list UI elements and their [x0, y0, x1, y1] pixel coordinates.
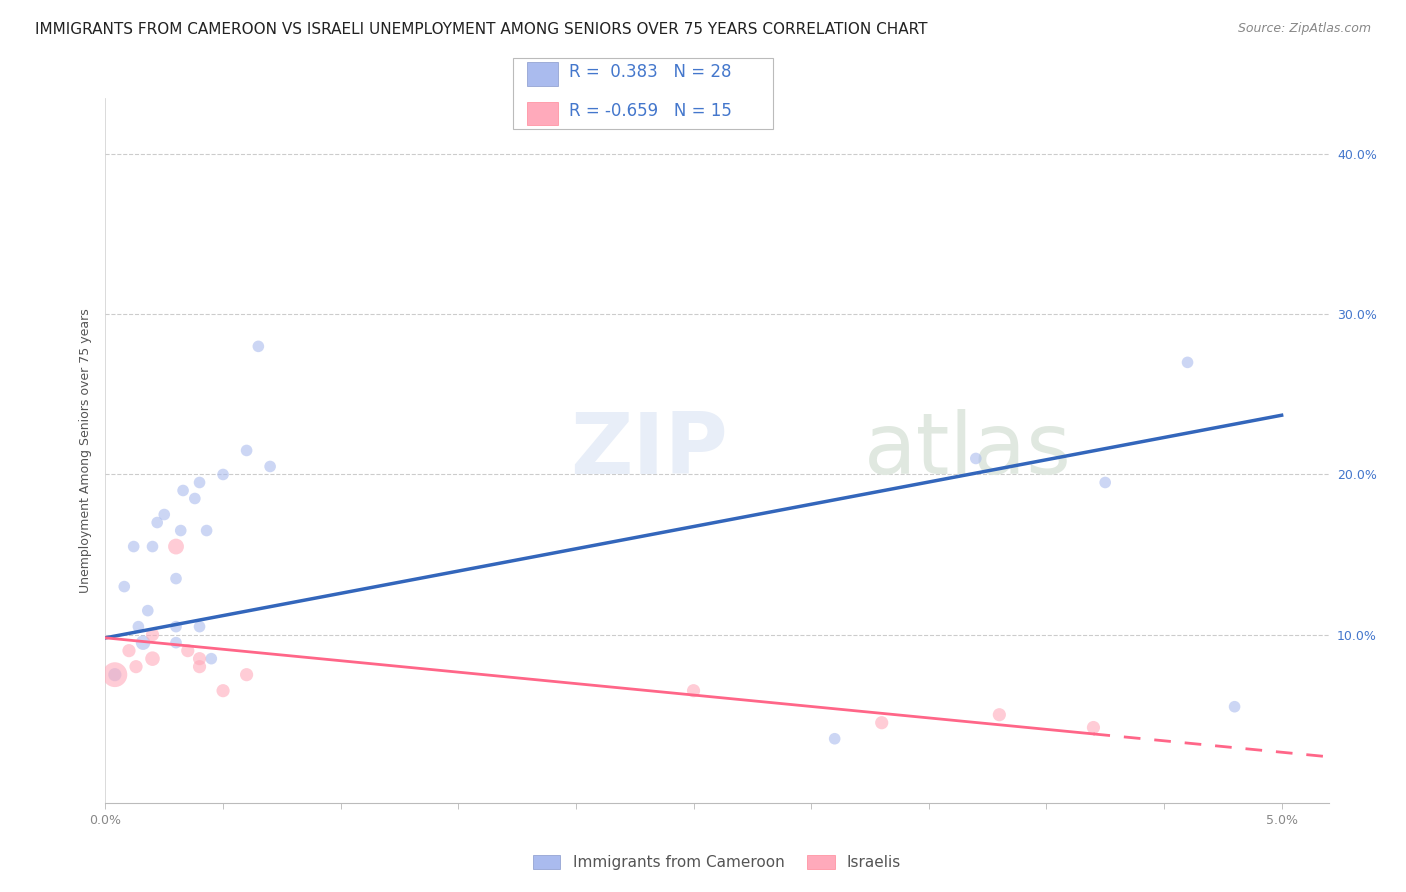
Point	[170, 524, 193, 538]
Point	[122, 540, 145, 554]
Point	[125, 659, 148, 673]
Point	[153, 508, 176, 522]
Point	[188, 659, 211, 673]
Point	[184, 491, 207, 506]
Point	[247, 339, 270, 353]
Y-axis label: Unemployment Among Seniors over 75 years: Unemployment Among Seniors over 75 years	[79, 308, 91, 593]
Text: Source: ZipAtlas.com: Source: ZipAtlas.com	[1237, 22, 1371, 36]
Point	[824, 731, 846, 746]
Point	[132, 635, 155, 649]
Legend: Immigrants from Cameroon, Israelis: Immigrants from Cameroon, Israelis	[527, 849, 907, 876]
Point	[141, 540, 163, 554]
Point	[104, 667, 127, 681]
Point	[112, 580, 135, 594]
Point	[165, 572, 187, 586]
Point	[682, 683, 704, 698]
Point	[1083, 721, 1105, 735]
Point	[165, 540, 187, 554]
Point	[195, 524, 218, 538]
Text: IMMIGRANTS FROM CAMEROON VS ISRAELI UNEMPLOYMENT AMONG SENIORS OVER 75 YEARS COR: IMMIGRANTS FROM CAMEROON VS ISRAELI UNEM…	[35, 22, 928, 37]
Point	[259, 459, 281, 474]
Point	[1223, 699, 1246, 714]
Point	[188, 619, 211, 633]
Point	[235, 667, 257, 681]
Point	[104, 667, 127, 681]
Point	[141, 651, 163, 665]
Point	[146, 516, 169, 530]
Point	[870, 715, 893, 730]
Point	[200, 651, 222, 665]
Point	[172, 483, 194, 498]
Point	[988, 707, 1011, 722]
Point	[127, 619, 149, 633]
Point	[235, 443, 257, 458]
Point	[141, 627, 163, 641]
Text: R =  0.383   N = 28: R = 0.383 N = 28	[569, 63, 733, 81]
Point	[1177, 355, 1199, 369]
Point	[188, 475, 211, 490]
Point	[212, 467, 235, 482]
Point	[136, 604, 159, 618]
Point	[1094, 475, 1116, 490]
Point	[188, 651, 211, 665]
Point	[965, 451, 987, 466]
Text: ZIP: ZIP	[571, 409, 728, 492]
Point	[165, 619, 187, 633]
Point	[212, 683, 235, 698]
Point	[177, 643, 200, 657]
Point	[118, 643, 141, 657]
Text: atlas: atlas	[863, 409, 1071, 492]
Text: R = -0.659   N = 15: R = -0.659 N = 15	[569, 103, 733, 120]
Point	[165, 635, 187, 649]
